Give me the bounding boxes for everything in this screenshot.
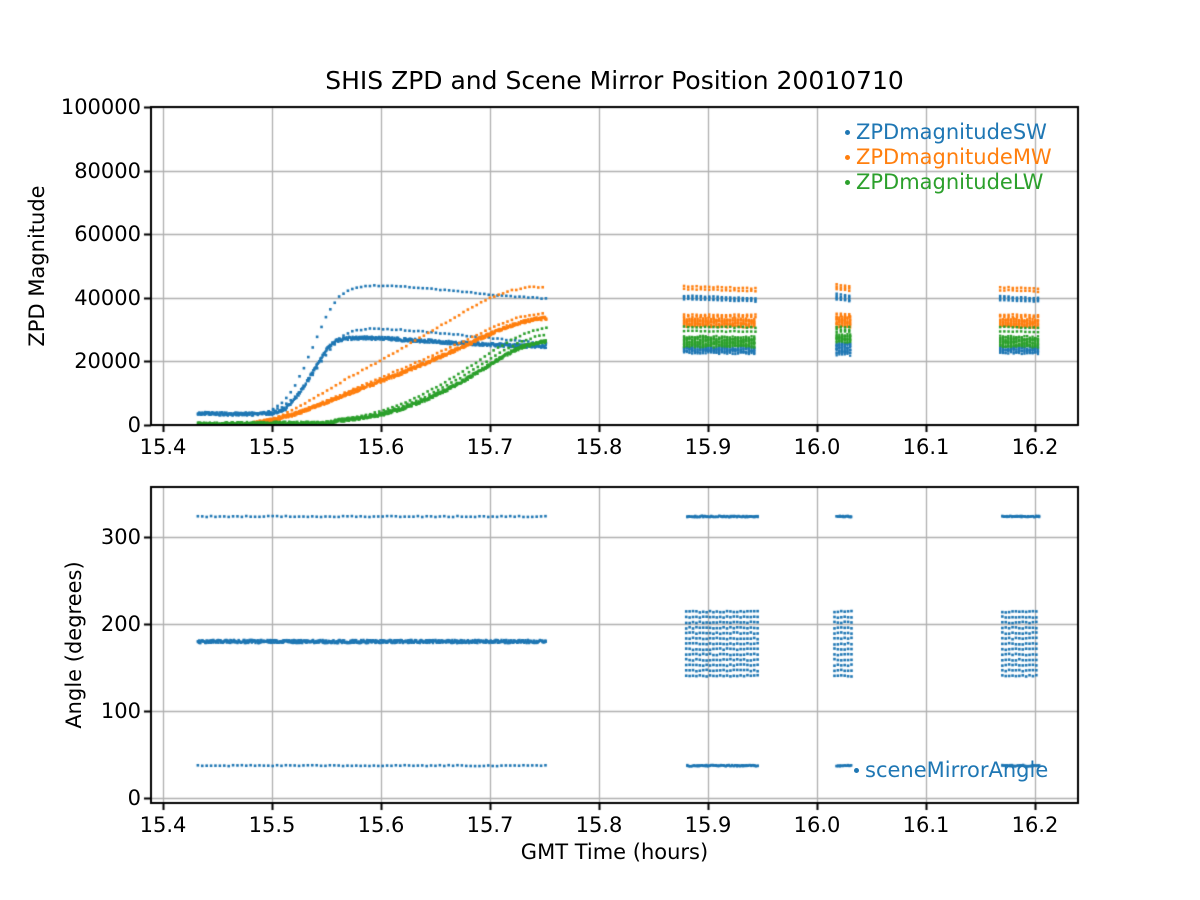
x-tick-label: 15.5 bbox=[248, 435, 296, 459]
x-tick-label: 16.1 bbox=[902, 813, 950, 837]
legend-item: ZPDmagnitudeMW bbox=[838, 145, 1052, 170]
x-tick-label: 15.4 bbox=[139, 435, 187, 459]
legend-marker-dot-icon bbox=[838, 155, 856, 160]
x-tick-label: 16.2 bbox=[1011, 813, 1059, 837]
legend-item: sceneMirrorAngle bbox=[847, 758, 1048, 783]
legend-marker-dot-icon bbox=[847, 768, 865, 773]
legend-bottom: sceneMirrorAngle bbox=[847, 758, 1048, 783]
x-tick-label: 15.7 bbox=[466, 813, 514, 837]
x-tick-label: 15.9 bbox=[684, 813, 732, 837]
legend-label: ZPDmagnitudeSW bbox=[856, 120, 1047, 144]
x-tick-label: 15.4 bbox=[139, 813, 187, 837]
x-tick-label: 16.2 bbox=[1011, 435, 1059, 459]
legend-top: ZPDmagnitudeSW ZPDmagnitudeMW ZPDmagnitude… bbox=[838, 120, 1052, 195]
y-tick-label: 0 bbox=[127, 785, 141, 810]
x-tick-label: 15.8 bbox=[575, 813, 623, 837]
top-y-axis-label: ZPD Magnitude bbox=[25, 185, 49, 347]
legend-label: sceneMirrorAngle bbox=[865, 758, 1049, 782]
x-tick-label: 15.9 bbox=[684, 435, 732, 459]
x-axis-label: GMT Time (hours) bbox=[520, 840, 709, 864]
x-tick-label: 16.0 bbox=[793, 435, 841, 459]
y-tick-label: 0 bbox=[127, 413, 141, 437]
x-tick-label: 15.6 bbox=[357, 435, 405, 459]
legend-marker-dot-icon bbox=[838, 180, 856, 185]
y-tick-label: 20000 bbox=[74, 349, 141, 374]
y-tick-label: 60000 bbox=[74, 222, 141, 247]
y-tick-label: 200 bbox=[100, 612, 141, 637]
y-tick-label: 100000 bbox=[60, 95, 141, 119]
x-tick-label: 15.8 bbox=[575, 435, 623, 459]
x-tick-label: 15.5 bbox=[248, 813, 296, 837]
legend-label: ZPDmagnitudeLW bbox=[856, 170, 1044, 194]
x-tick-label: 16.0 bbox=[793, 813, 841, 837]
y-tick-label: 300 bbox=[100, 525, 141, 550]
y-tick-label: 100 bbox=[100, 698, 141, 723]
y-tick-label: 80000 bbox=[74, 158, 141, 183]
legend-label: ZPDmagnitudeMW bbox=[856, 145, 1052, 169]
y-tick-label: 40000 bbox=[74, 285, 141, 310]
legend-marker-dot-icon bbox=[838, 130, 856, 135]
x-tick-label: 16.1 bbox=[902, 435, 950, 459]
x-tick-label: 15.6 bbox=[357, 813, 405, 837]
x-tick-label: 15.7 bbox=[466, 435, 514, 459]
chart-title: SHIS ZPD and Scene Mirror Position 20010… bbox=[325, 66, 904, 95]
legend-item: ZPDmagnitudeSW bbox=[838, 120, 1052, 145]
legend-item: ZPDmagnitudeLW bbox=[838, 170, 1052, 195]
